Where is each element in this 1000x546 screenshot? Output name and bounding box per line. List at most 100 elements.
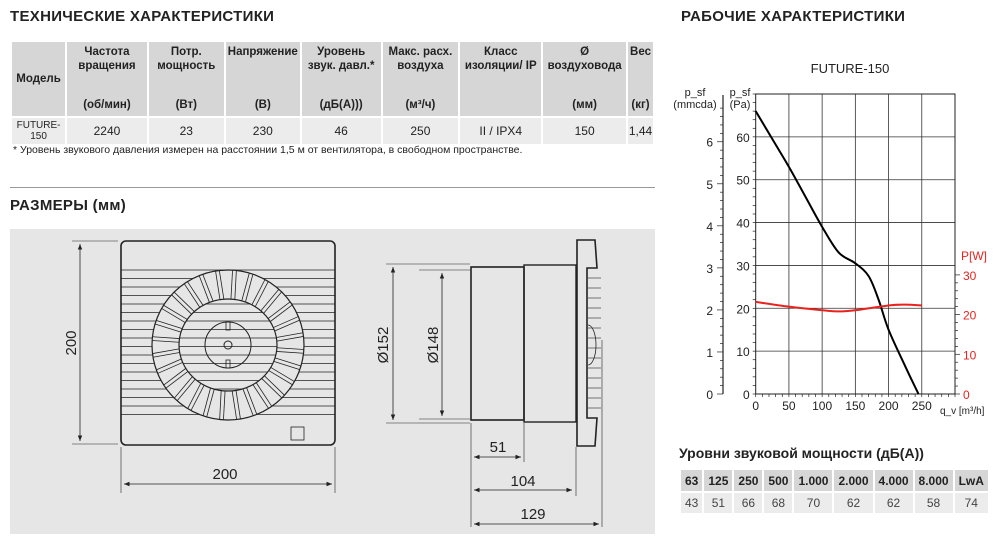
fan-spoke xyxy=(276,347,304,350)
table-row: 43 51 66 68 70 62 62 58 74 xyxy=(681,493,988,513)
y-mmcda-tick-label: 3 xyxy=(706,262,713,276)
fan-spoke xyxy=(230,270,233,300)
power-curve xyxy=(755,300,922,313)
sound-value: 62 xyxy=(874,493,913,513)
sound-value: 62 xyxy=(834,493,873,513)
fan-spoke xyxy=(202,387,211,416)
y-right-tick-label: 30 xyxy=(963,269,977,283)
x-axis-label: q_v [m³/h] xyxy=(940,406,985,417)
y-tick-label: 20 xyxy=(736,302,750,316)
column-label: Вес xyxy=(630,46,651,58)
fan-spoke xyxy=(231,390,238,420)
front-view: 200 200 xyxy=(63,240,336,493)
column-label: Макс. расх. воздуха xyxy=(388,46,453,72)
pressure-curve xyxy=(754,110,920,395)
x-tick-label: 200 xyxy=(879,399,899,413)
frequency-header: 500 xyxy=(764,470,793,491)
sound-value: 68 xyxy=(764,493,793,513)
fan-spoke xyxy=(246,387,258,415)
y-tick-label: 40 xyxy=(736,217,750,231)
fan-spoke xyxy=(187,383,202,409)
column-header: Напряжение (В) xyxy=(225,42,300,116)
fan-spoke xyxy=(157,362,183,374)
column-header: Класс изоляции/ IP xyxy=(460,42,542,116)
fan-spoke xyxy=(176,378,196,401)
fan-spoke xyxy=(273,361,300,370)
column-label: Напряжение xyxy=(227,46,298,58)
column-label: Модель xyxy=(16,73,61,85)
fan-spoke xyxy=(252,384,269,409)
column-unit: (дБ(А))) xyxy=(319,99,363,111)
fan-spoke xyxy=(242,388,254,416)
table-cell: 230 xyxy=(225,118,300,144)
frequency-header: LwA xyxy=(954,470,988,491)
fan-spoke xyxy=(171,294,192,315)
sound-table: 63 125 250 500 1.000 2.000 4.000 8.000 LwA 43 51 6… xyxy=(679,468,990,515)
column-unit: (кг) xyxy=(631,99,650,111)
fan-spoke xyxy=(245,274,254,303)
column-header: Ø воздуховода (мм) xyxy=(543,42,626,116)
y-tick-label: 50 xyxy=(736,174,750,188)
fan-spoke xyxy=(263,291,282,314)
y-mmcda-tick-label: 6 xyxy=(706,136,713,150)
table-cell: 46 xyxy=(301,118,381,144)
y-mmcda-tick-label: 2 xyxy=(706,304,713,318)
table-cell: 2240 xyxy=(67,118,147,144)
fan-spoke xyxy=(152,352,180,358)
fan-spoke xyxy=(183,283,201,308)
table-row: FUTURE-150 2240 23 230 46 250 II / IPX4 150 1,44 xyxy=(12,118,653,144)
spigot-length-label: 51 xyxy=(490,439,507,456)
y-tick-label: 10 xyxy=(736,345,750,359)
footnote: * Уровень звукового давления измерен на … xyxy=(13,144,523,156)
sound-value: 43 xyxy=(681,493,703,513)
frequency-header: 1.000 xyxy=(794,470,833,491)
frequency-header: 63 xyxy=(681,470,703,491)
fan-spoke xyxy=(187,281,204,306)
frequency-header: 125 xyxy=(704,470,733,491)
fan-spoke xyxy=(234,270,237,300)
body-depth-label: 104 xyxy=(510,473,535,490)
frequency-header: 8.000 xyxy=(914,470,953,491)
sound-title: Уровни звуковой мощности (дБ(А)) xyxy=(679,445,924,461)
y-axis-mmcda-label: p_sf (mmcda) xyxy=(673,87,717,111)
column-unit: (Вт) xyxy=(175,99,198,111)
y-axis-pa-label: p_sf (Pa) xyxy=(729,87,751,111)
fan-spoke xyxy=(276,336,304,342)
x-tick-label: 150 xyxy=(845,399,865,413)
column-unit: (об/мин) xyxy=(83,99,131,111)
column-header: Частота вращения (об/мин) xyxy=(67,42,147,116)
fan-spoke xyxy=(274,319,300,332)
fan-spoke xyxy=(152,340,180,343)
sound-value: 70 xyxy=(794,493,833,513)
fan-spoke xyxy=(218,270,225,300)
x-tick-label: 250 xyxy=(912,399,932,413)
sound-value: 51 xyxy=(704,493,733,513)
spec-header-row: Модель Частота вращения (об/мин) Потр. мощн… xyxy=(12,42,653,116)
fan-spoke xyxy=(163,368,187,386)
fan-spoke xyxy=(198,275,210,303)
sound-value: 74 xyxy=(954,493,988,513)
fan-spoke xyxy=(269,304,293,322)
fan-spoke xyxy=(156,320,183,329)
outer-diameter-label: Ø152 xyxy=(375,327,392,364)
y-right-tick-label: 0 xyxy=(963,388,970,402)
width-label: 200 xyxy=(212,466,237,483)
x-tick-label: 50 xyxy=(782,399,796,413)
fan-spoke xyxy=(276,351,304,354)
fan-spoke xyxy=(174,376,193,399)
column-header: Потр. мощность (Вт) xyxy=(148,42,224,116)
y-mmcda-tick-label: 5 xyxy=(706,178,713,192)
y-right-tick-label: 10 xyxy=(963,348,977,362)
x-tick-label: 100 xyxy=(812,399,832,413)
y-right-tick-label: 20 xyxy=(963,309,977,323)
fan-spoke xyxy=(163,304,188,320)
fan-spoke xyxy=(255,382,273,407)
switch-icon xyxy=(290,426,305,441)
column-label: Уровень звук. давл.* xyxy=(307,46,375,72)
fan-spoke xyxy=(267,301,291,319)
column-header: Уровень звук. давл.* (дБ(А))) xyxy=(301,42,381,116)
table-cell: 23 xyxy=(148,118,224,144)
chart-title: FUTURE-150 xyxy=(811,61,890,76)
sound-value: 58 xyxy=(914,493,953,513)
y-mmcda-tick-label: 0 xyxy=(706,388,713,402)
